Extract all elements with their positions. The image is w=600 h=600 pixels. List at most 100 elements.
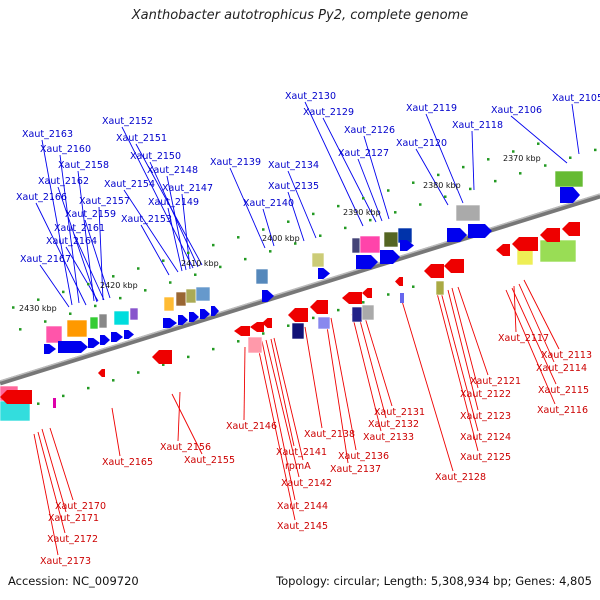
forward-leader-line [415, 148, 449, 206]
reverse-gene-label: Xaut_2155 [184, 455, 235, 466]
forward-gene-label: Xaut_2163 [22, 129, 73, 140]
reverse-gene-arrow [562, 222, 580, 236]
reverse-gene-label: Xaut_2128 [435, 472, 486, 483]
reverse-gene-label: Xaut_2165 [102, 457, 153, 468]
feature-block [317, 316, 331, 330]
reverse-leader-line [440, 291, 479, 432]
feature-block [383, 231, 399, 248]
forward-leader-line [229, 167, 266, 249]
tick-dot [119, 296, 122, 300]
reverse-leader-line [273, 337, 304, 461]
forward-leader-line [123, 189, 179, 273]
tick-dot [287, 220, 290, 223]
gene-labels: Xaut_2163 Xaut_2160 Xaut_2158 Xaut_2162 Xaut… [16, 91, 600, 567]
forward-leader-line [510, 115, 568, 164]
forward-leader-line [59, 154, 80, 304]
kbp-marker: 2420 kbp [100, 281, 138, 290]
reverse-leader-line [436, 292, 479, 452]
tick-dot [162, 363, 165, 366]
forward-leader-line [181, 193, 191, 270]
tick-dot [137, 371, 140, 374]
label-leader-lines [33, 101, 580, 556]
feature-block [163, 296, 175, 312]
reverse-leader-line [401, 300, 454, 472]
accession-label: Accession: [8, 574, 69, 588]
forward-gene-label: Xaut_2150 [130, 151, 181, 162]
small-forward-gene [400, 293, 404, 303]
reverse-gene-label: Xaut_2116 [537, 405, 588, 416]
reverse-gene-arrow [424, 264, 444, 278]
tick-dot [137, 267, 140, 270]
reverse-leader-line [357, 312, 387, 419]
reverse-leader-line [261, 340, 296, 501]
tick-dot [212, 243, 215, 247]
forward-gene-arrow [58, 341, 88, 353]
forward-gene-label: Xaut_2139 [210, 157, 261, 168]
tick-dot [394, 211, 397, 214]
reverse-gene-label: Xaut_2136 [338, 451, 389, 462]
tick-dot [512, 150, 515, 153]
feature-block [175, 291, 187, 307]
forward-gene-label: Xaut_2167 [20, 254, 71, 265]
reverse-gene-label: Xaut_2114 [536, 363, 587, 374]
tick-dot [369, 218, 372, 222]
feature-block [359, 235, 381, 254]
reverse-gene-arrow [362, 288, 372, 298]
reverse-gene-arrow [395, 277, 403, 286]
forward-gene-label: Xaut_2105 [552, 93, 600, 104]
kbp-marker: 2370 kbp [503, 154, 541, 163]
small-reverse-gene [53, 398, 56, 408]
feature-block [455, 204, 481, 222]
forward-gene-label: Xaut_2159 [65, 209, 116, 220]
reverse-gene-arrow [0, 390, 32, 404]
reverse-leader-line [447, 289, 479, 411]
reverse-gene-label: Xaut_2142 [281, 478, 332, 489]
tick-dot [169, 281, 172, 284]
forward-gene-arrow [111, 332, 123, 342]
reverse-gene-label: Xaut_2125 [460, 452, 511, 463]
tick-dot [37, 298, 40, 301]
tick-dot [187, 355, 190, 359]
forward-gene-arrow [178, 315, 188, 325]
forward-gene-label: Xaut_2134 [268, 160, 319, 171]
tick-dot [262, 332, 265, 335]
forward-gene-arrow [468, 224, 492, 238]
reverse-leader-line [457, 286, 489, 376]
forward-gene-label: Xaut_2118 [452, 120, 503, 131]
tick-dot [187, 251, 190, 255]
forward-gene-arrow [44, 344, 56, 354]
forward-leader-line [425, 113, 464, 204]
reverse-gene-arrow [250, 322, 264, 332]
accession-line: Accession: NC_009720 [8, 574, 139, 588]
tick-dot [194, 273, 197, 276]
tick-dot [412, 181, 415, 184]
forward-leader-line [149, 161, 199, 268]
forward-leader-line [287, 191, 305, 242]
reverse-leader-line [330, 317, 357, 451]
reverse-gene-label: Xaut_2137 [330, 464, 381, 475]
kbp-marker: 2380 kbp [423, 181, 461, 190]
tick-dot [37, 402, 40, 405]
forward-leader-line [166, 175, 187, 271]
reverse-gene-arrow [234, 326, 250, 336]
genome-backbone [0, 193, 600, 386]
forward-gene-label: Xaut_2164 [46, 236, 97, 247]
reverse-leader-line [111, 407, 121, 457]
forward-gene-label: Xaut_2127 [338, 148, 389, 159]
forward-leader-line [287, 170, 317, 239]
feature-block [361, 304, 375, 321]
forward-leader-line [73, 233, 105, 301]
forward-leader-line [57, 186, 98, 303]
tick-dot [362, 197, 365, 200]
reverse-leader-line [243, 346, 246, 421]
tick-dot [269, 250, 272, 253]
tick-dot [462, 165, 465, 169]
feature-block [66, 319, 88, 338]
tick-dot [219, 265, 222, 269]
tick-dot [312, 316, 315, 320]
reverse-gene-arrow [540, 228, 560, 242]
topology-label: Topology: [276, 574, 330, 588]
tick-dot [387, 189, 390, 192]
forward-gene-label: Xaut_2130 [285, 91, 336, 102]
topology-value: circular; [333, 574, 380, 588]
